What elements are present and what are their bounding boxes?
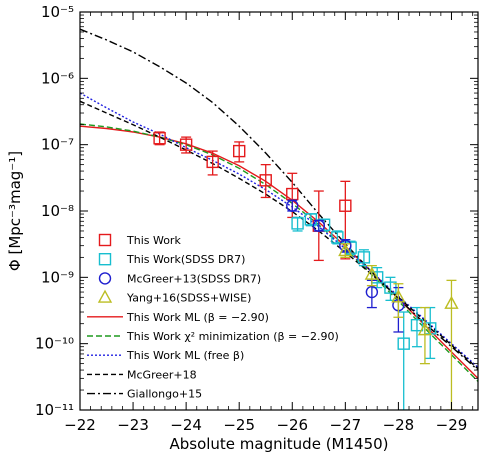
legend-label: Giallongo+15 [127,388,202,401]
data-point-circle [98,272,112,285]
legend-label: McGreer+13(SDSS DR7) [127,272,261,285]
series-layer [80,28,478,410]
y-axis-label: Φ [Mpc⁻³mag⁻¹] [6,151,24,271]
data-point-square [179,138,193,151]
y-tick-label: 10⁻⁶ [41,69,74,87]
data-point-square [98,233,112,247]
data-point-square [291,217,304,230]
legend-label: This Work ML (β = −2.90) [126,311,269,324]
data-point-square [98,252,112,266]
x-tick-label: −24 [170,416,202,434]
series-line [80,28,478,371]
data-point-circle [312,219,325,232]
data-point-square [206,155,219,169]
x-tick-label: −26 [276,416,308,434]
data-point-circle [286,199,299,212]
data-point-square [232,144,246,158]
data-point-triangle [391,289,406,303]
series-line [80,100,478,370]
legend-label: This Work ML (free β) [126,349,244,362]
data-point-square [304,213,318,226]
y-tick-label: 10⁻⁸ [41,202,74,220]
legend-label: This Work χ² minimization (β = −2.90) [126,330,339,343]
y-tick-label: 10⁻¹¹ [35,401,74,419]
data-point-triangle [444,295,459,309]
x-tick-label: −22 [64,416,96,434]
legend-label: McGreer+18 [127,368,197,381]
data-point-square [397,337,410,350]
x-tick-label: −27 [330,416,362,434]
x-tick-label: −23 [117,416,149,434]
x-axis-label: Absolute magnitude (M1450) [169,435,388,453]
legend-label: This Work [126,234,181,247]
data-point-triangle [338,242,353,257]
x-tick-label: −25 [223,416,255,434]
data-point-square [259,174,272,187]
y-tick-label: 10⁻⁵ [41,3,74,21]
data-point-square [331,231,344,244]
data-point-triangle [364,266,380,280]
x-tick-label: −29 [436,416,468,434]
legend-label: Yang+16(SDSS+WISE) [126,292,251,305]
series-line [80,123,478,382]
data-point-square [153,132,166,145]
y-tick-label: 10⁻¹⁰ [35,335,74,353]
y-tick-label: 10⁻⁹ [41,268,74,286]
data-point-circle [365,285,379,299]
data-point-square [339,199,352,212]
data-point-square [357,251,371,264]
y-tick-label: 10⁻⁷ [41,136,74,154]
data-point-triangle [97,289,113,303]
axes-layer: −22 −23 −24 −25 −26 −27 −28 −29 10⁻¹¹ 10⁻¹⁰ 10⁻⁹ 10… [35,3,479,434]
legend: This Work This Work(SDSS DR7) McGreer+13(S… [87,233,339,401]
data-point-triangle [417,322,433,336]
series-line [80,92,478,368]
data-point-square [410,318,424,332]
x-tick-label: −28 [383,416,415,434]
legend-label: This Work(SDSS DR7) [126,253,245,266]
